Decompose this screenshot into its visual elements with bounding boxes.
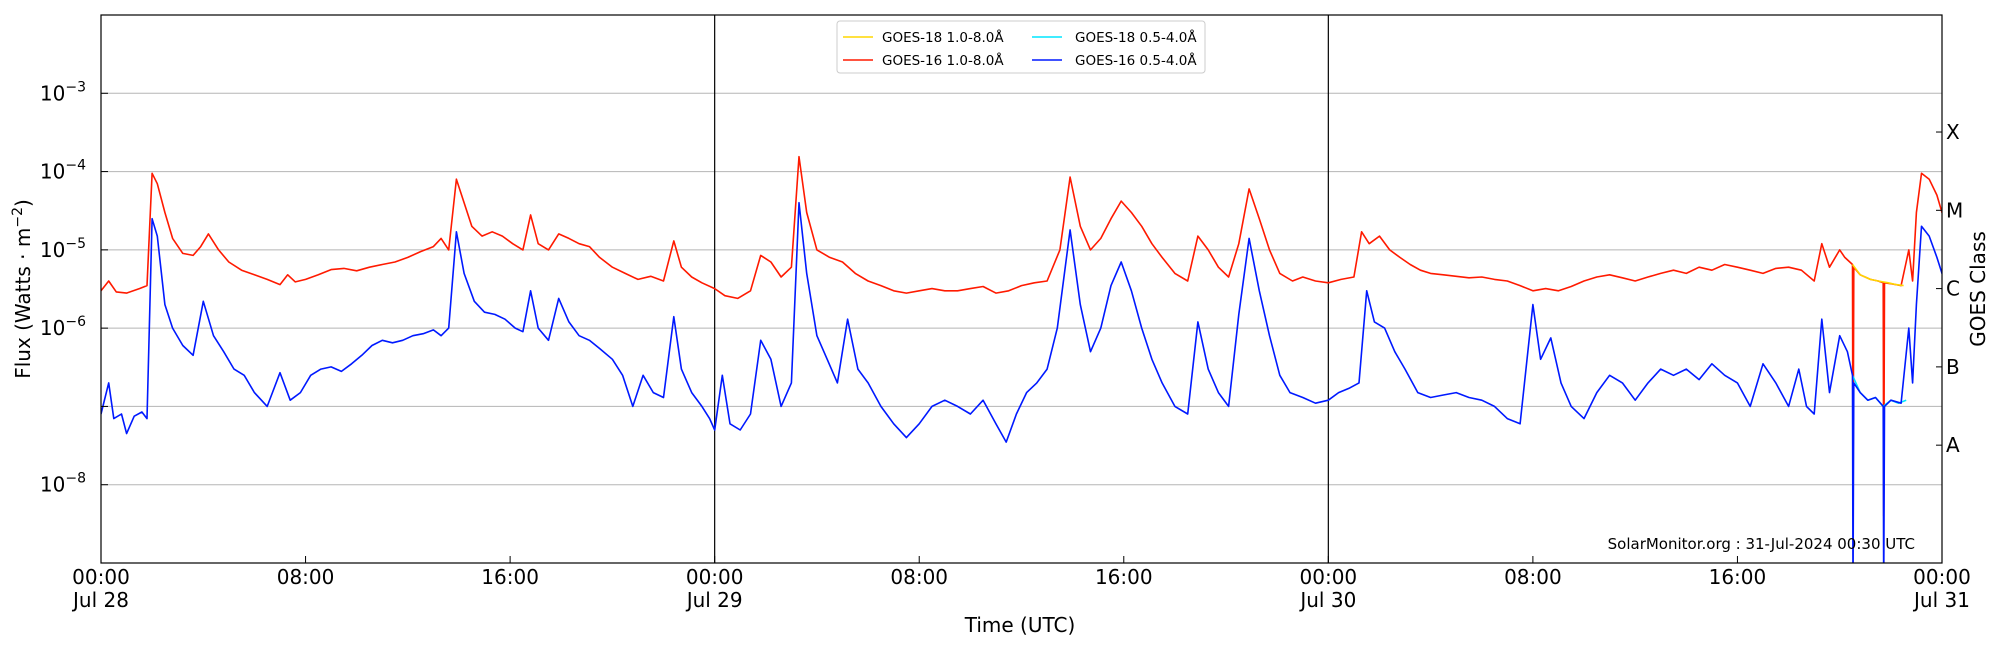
series-goes16-short <box>101 201 1942 563</box>
day-boundary-layer <box>714 15 1329 563</box>
goes-class-label: M <box>1946 198 1963 222</box>
y-tick-label: 10−5 <box>40 236 86 262</box>
legend-label-goes16-long: GOES-16 1.0-8.0Å <box>882 52 1004 69</box>
legend: GOES-18 1.0-8.0Å GOES-16 1.0-8.0Å GOES-1… <box>836 20 1206 74</box>
x-tick-label: 16:00 <box>1709 565 1767 589</box>
legend-label-goes16-short: GOES-16 0.5-4.0Å <box>1075 52 1197 69</box>
x-tick-label: 00:00 <box>686 565 744 589</box>
x-tick-label: 00:00 <box>1300 565 1358 589</box>
goes-class-label: A <box>1946 433 1960 457</box>
y-tick-label: 10−4 <box>40 158 86 184</box>
x-tick-date-label: Jul 31 <box>1912 588 1970 612</box>
series-goes16-long <box>101 155 1942 517</box>
watermark: SolarMonitor.org : 31-Jul-2024 00:30 UTC <box>1608 535 1915 553</box>
y-axis-ticks: 10−8 10−6 10−5 10−4 10−3 <box>40 79 108 497</box>
y-axis-right-label: GOES Class <box>1966 231 1990 347</box>
goes-class-label: X <box>1946 120 1960 144</box>
x-tick-label: 08:00 <box>1504 565 1562 589</box>
x-tick-date-label: Jul 29 <box>685 588 743 612</box>
legend-box <box>836 20 1206 74</box>
y-tick-label: 10−3 <box>40 79 86 105</box>
goes-class-label: B <box>1946 355 1960 379</box>
y-tick-label: 10−8 <box>40 471 86 497</box>
x-tick-label: 08:00 <box>277 565 335 589</box>
plot-frame <box>100 14 1943 564</box>
x-tick-label: 16:00 <box>481 565 539 589</box>
goes-class-label: C <box>1946 277 1960 301</box>
x-tick-date-label: Jul 28 <box>71 588 129 612</box>
x-tick-label: 00:00 <box>1913 565 1971 589</box>
x-tick-label: 00:00 <box>72 565 130 589</box>
legend-label-goes18-short: GOES-18 0.5-4.0Å <box>1075 29 1197 46</box>
y-tick-label: 10−6 <box>40 314 86 340</box>
x-axis-label: Time (UTC) <box>964 613 1076 637</box>
series-layer <box>101 155 1942 563</box>
x-tick-label: 16:00 <box>1095 565 1153 589</box>
y-axis-label: Flux (Watts · m−2) <box>10 199 35 379</box>
series-goes18-long <box>1851 264 1904 287</box>
grid-layer <box>101 92 1942 486</box>
x-tick-date-label: Jul 30 <box>1298 588 1356 612</box>
goes-class-ticks: A B C M X <box>1936 120 1963 457</box>
x-tick-label: 08:00 <box>890 565 948 589</box>
legend-label-goes18-long: GOES-18 1.0-8.0Å <box>882 29 1004 46</box>
